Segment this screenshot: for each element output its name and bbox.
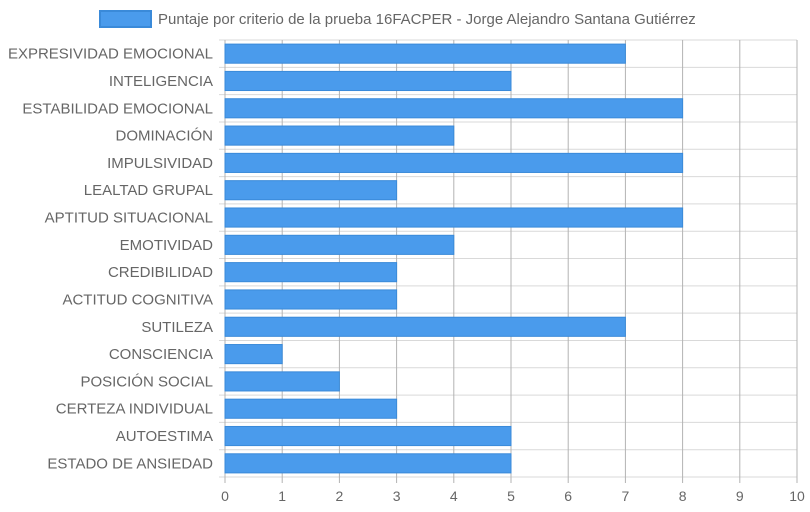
category-label: CREDIBILIDAD: [108, 264, 213, 281]
category-label: EXPRESIVIDAD EMOCIONAL: [8, 46, 213, 63]
bar[interactable]: [224, 234, 455, 255]
x-tick-label: 6: [564, 488, 572, 504]
bar[interactable]: [224, 98, 684, 119]
x-tick-label: 1: [278, 488, 286, 504]
category-label: POSICIÓN SOCIAL: [80, 373, 213, 390]
category-label: EMOTIVIDAD: [120, 237, 214, 254]
bar[interactable]: [224, 180, 398, 201]
x-tick-label: 9: [736, 488, 744, 504]
bar[interactable]: [224, 70, 512, 92]
category-label: ESTABILIDAD EMOCIONAL: [22, 100, 213, 117]
bar[interactable]: [224, 453, 512, 474]
category-label: IMPULSIVIDAD: [107, 155, 213, 172]
category-label: APTITUD SITUACIONAL: [45, 210, 213, 227]
category-label: DOMINACIÓN: [116, 128, 214, 145]
x-tick-label: 2: [336, 488, 344, 504]
category-label: AUTOESTIMA: [116, 428, 213, 445]
category-label: SUTILEZA: [141, 319, 213, 336]
bar[interactable]: [224, 289, 398, 310]
bars: [224, 43, 684, 474]
x-tick-label: 10: [789, 488, 805, 504]
bar[interactable]: [224, 316, 626, 337]
category-label: CERTEZA INDIVIDUAL: [56, 401, 213, 418]
category-label: INTELIGENCIA: [109, 73, 213, 90]
x-tick-label: 3: [393, 488, 401, 504]
x-tick-labels: 0 1 2 3 4 5 6 7 8 9 10: [221, 488, 805, 504]
category-label: ACTITUD COGNITIVA: [62, 291, 213, 308]
bar[interactable]: [224, 425, 512, 447]
category-labels: EXPRESIVIDAD EMOCIONAL INTELIGENCIA ESTABI…: [8, 46, 213, 473]
bar[interactable]: [224, 344, 283, 365]
legend-swatch[interactable]: [99, 10, 152, 28]
category-label: CONSCIENCIA: [109, 346, 213, 363]
legend-label[interactable]: Puntaje por criterio de la prueba 16FACP…: [158, 11, 696, 28]
bar[interactable]: [224, 125, 455, 146]
bar[interactable]: [224, 207, 684, 228]
bar[interactable]: [224, 398, 398, 419]
grid: [219, 39, 798, 483]
category-label: LEALTAD GRUPAL: [84, 182, 213, 199]
x-tick-label: 5: [507, 488, 515, 504]
category-label: ESTADO DE ANSIEDAD: [47, 455, 213, 472]
legend[interactable]: Puntaje por criterio de la prueba 16FACP…: [99, 10, 696, 28]
x-tick-label: 0: [221, 488, 229, 504]
bar[interactable]: [224, 152, 684, 173]
x-tick-label: 4: [450, 488, 458, 504]
bar[interactable]: [224, 371, 340, 392]
bar[interactable]: [224, 43, 626, 64]
x-tick-label: 7: [622, 488, 630, 504]
x-tick-label: 8: [679, 488, 687, 504]
bar[interactable]: [224, 262, 398, 283]
